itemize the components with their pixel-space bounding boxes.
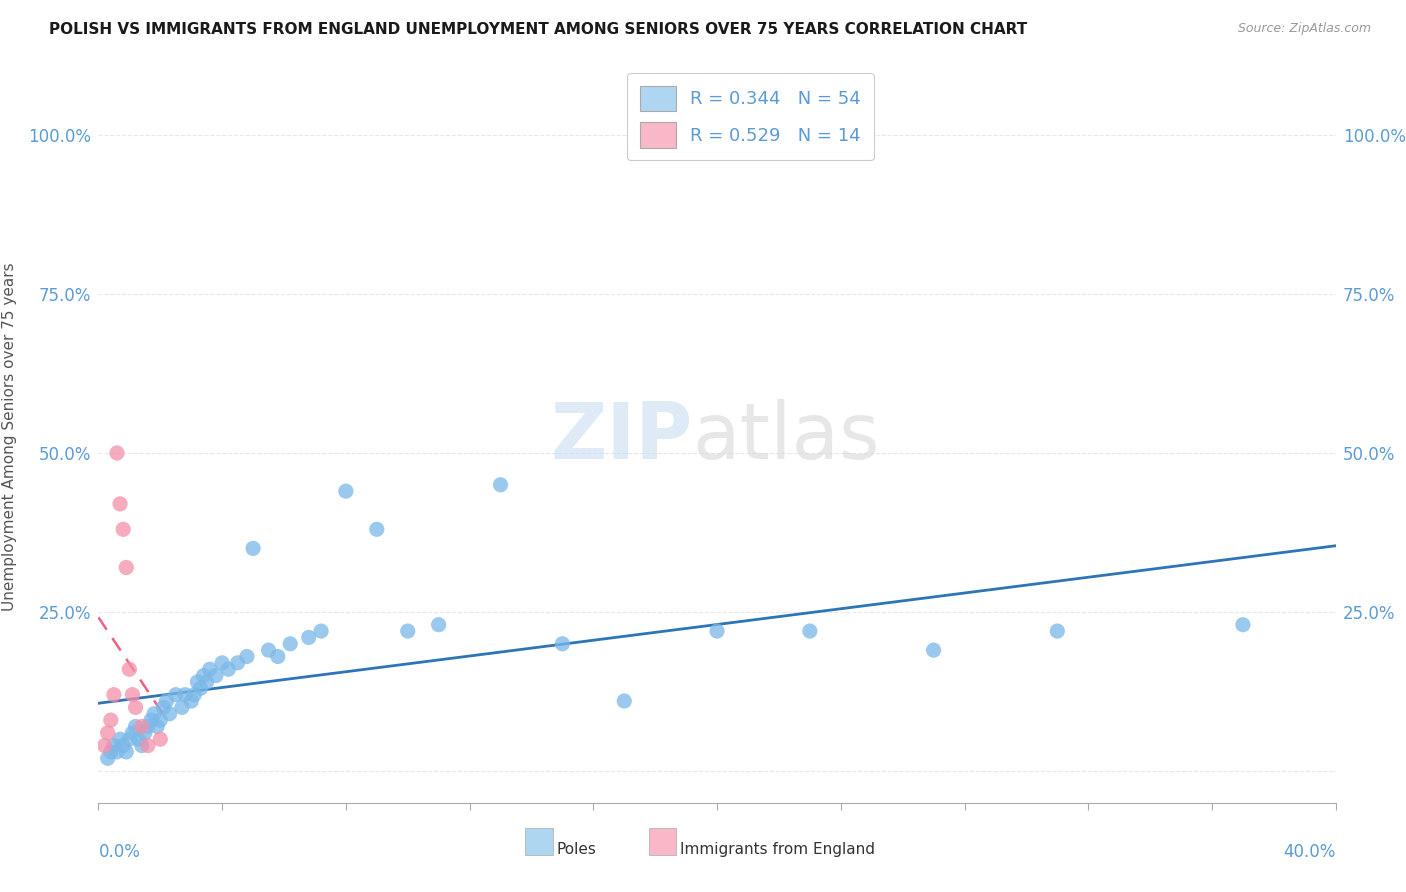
Point	[115, 745, 138, 759]
Point	[97, 726, 120, 740]
Point	[118, 732, 141, 747]
Point	[211, 656, 233, 670]
Point	[143, 706, 166, 721]
Point	[97, 751, 120, 765]
Point	[118, 662, 141, 676]
Point	[159, 706, 181, 721]
Point	[108, 732, 131, 747]
Point	[170, 700, 193, 714]
Point	[112, 522, 135, 536]
Text: Poles: Poles	[557, 841, 596, 856]
Point	[427, 617, 450, 632]
Point	[136, 739, 159, 753]
Point	[183, 688, 205, 702]
Point	[134, 726, 156, 740]
Point	[146, 719, 169, 733]
Point	[115, 560, 138, 574]
Point	[242, 541, 264, 556]
Point	[93, 739, 115, 753]
Point	[190, 681, 212, 696]
Text: 0.0%: 0.0%	[98, 843, 141, 861]
Point	[131, 739, 153, 753]
Point	[103, 688, 125, 702]
Point	[165, 688, 187, 702]
Point	[108, 497, 131, 511]
Point	[267, 649, 290, 664]
Point	[103, 739, 125, 753]
FancyBboxPatch shape	[526, 828, 553, 855]
Point	[174, 688, 197, 702]
Point	[489, 477, 512, 491]
Point	[180, 694, 202, 708]
Point	[335, 484, 357, 499]
Point	[278, 637, 301, 651]
Point	[195, 675, 218, 690]
Point	[799, 624, 821, 638]
Point	[613, 694, 636, 708]
Point	[257, 643, 280, 657]
Point	[112, 739, 135, 753]
Text: ZIP: ZIP	[550, 399, 692, 475]
Point	[100, 713, 122, 727]
Point	[128, 732, 150, 747]
Point	[121, 726, 143, 740]
Point	[155, 694, 177, 708]
Point	[105, 446, 128, 460]
Text: POLISH VS IMMIGRANTS FROM ENGLAND UNEMPLOYMENT AMONG SENIORS OVER 75 YEARS CORRE: POLISH VS IMMIGRANTS FROM ENGLAND UNEMPL…	[49, 22, 1028, 37]
Point	[186, 675, 208, 690]
Point	[551, 637, 574, 651]
Point	[706, 624, 728, 638]
Y-axis label: Unemployment Among Seniors over 75 years: Unemployment Among Seniors over 75 years	[3, 263, 17, 611]
Point	[309, 624, 332, 638]
Point	[149, 732, 172, 747]
FancyBboxPatch shape	[650, 828, 676, 855]
Point	[193, 668, 215, 682]
Point	[124, 719, 146, 733]
Point	[100, 745, 122, 759]
Point	[226, 656, 249, 670]
Text: atlas: atlas	[692, 399, 880, 475]
Point	[236, 649, 259, 664]
Point	[124, 700, 146, 714]
Text: 40.0%: 40.0%	[1284, 843, 1336, 861]
Legend: R = 0.344   N = 54, R = 0.529   N = 14: R = 0.344 N = 54, R = 0.529 N = 14	[627, 73, 873, 161]
Point	[205, 668, 228, 682]
Point	[139, 713, 162, 727]
Point	[396, 624, 419, 638]
Text: Source: ZipAtlas.com: Source: ZipAtlas.com	[1237, 22, 1371, 36]
Point	[1232, 617, 1254, 632]
Text: Immigrants from England: Immigrants from England	[681, 841, 875, 856]
Point	[121, 688, 143, 702]
Point	[198, 662, 221, 676]
Point	[922, 643, 945, 657]
Point	[152, 700, 174, 714]
Point	[131, 719, 153, 733]
Point	[136, 719, 159, 733]
Point	[217, 662, 239, 676]
Point	[105, 745, 128, 759]
Point	[298, 631, 321, 645]
Point	[366, 522, 388, 536]
Point	[1046, 624, 1069, 638]
Point	[149, 713, 172, 727]
